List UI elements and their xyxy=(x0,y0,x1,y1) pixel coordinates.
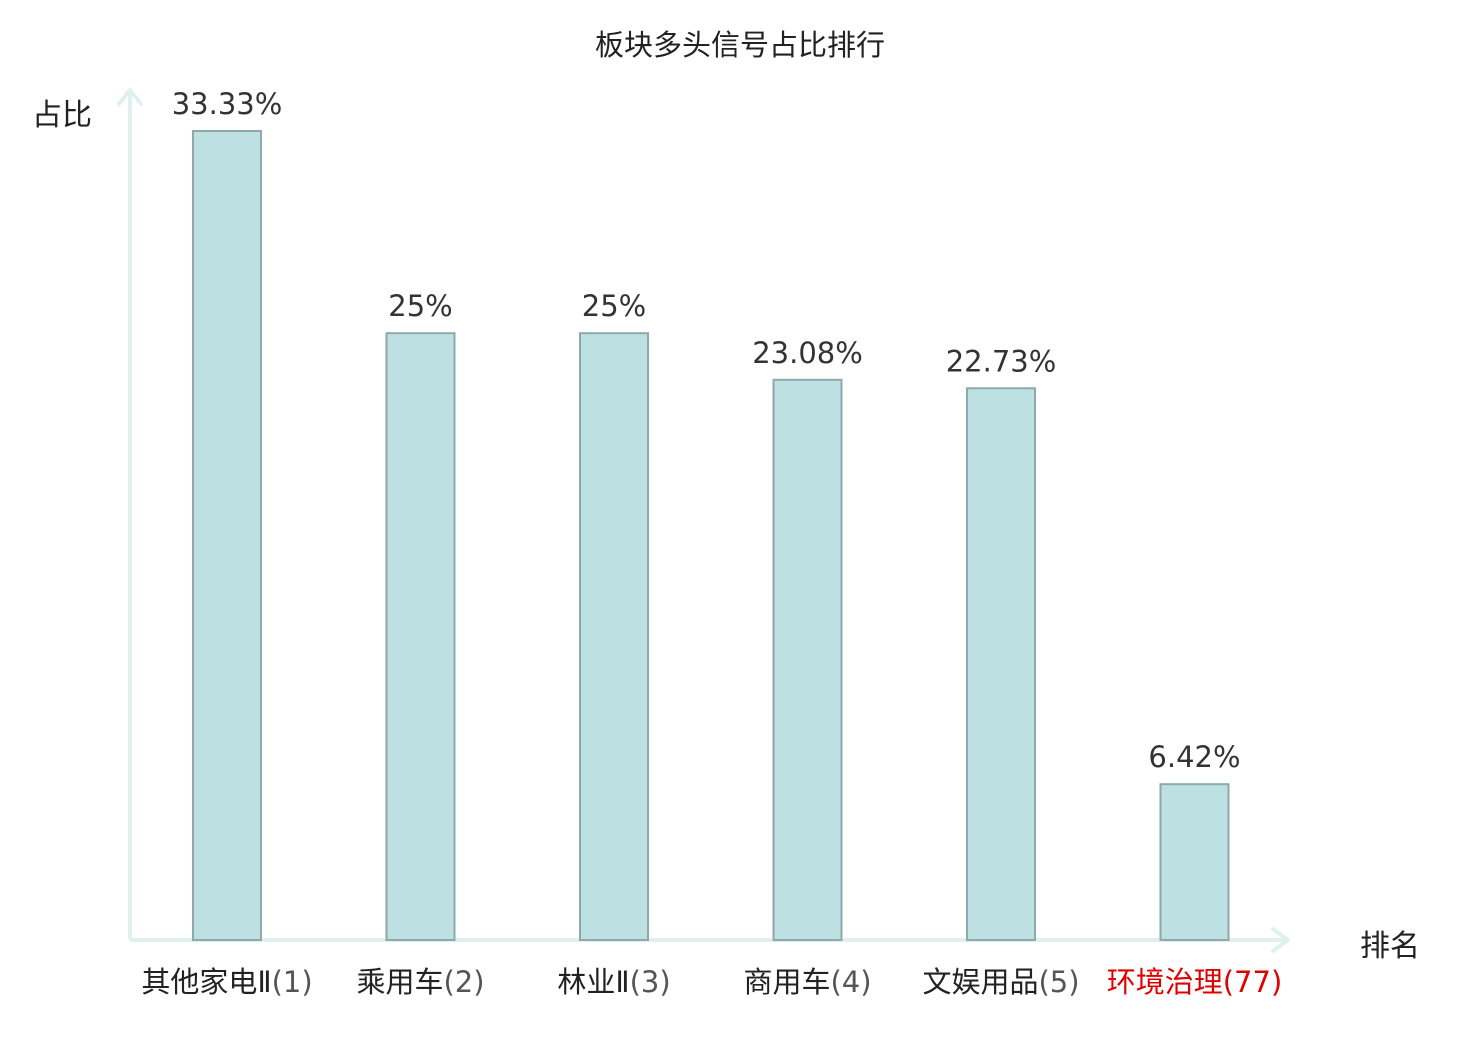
category-name: 林业Ⅱ xyxy=(557,965,630,999)
bar-value-label: 25% xyxy=(582,289,646,323)
bar xyxy=(966,387,1036,941)
bar-value-label: 33.33% xyxy=(172,87,283,121)
category-rank: (2) xyxy=(443,965,485,999)
category-rank: (5) xyxy=(1038,965,1080,999)
x-axis xyxy=(130,927,1290,953)
category-rank: (4) xyxy=(830,965,872,999)
x-tick-label: 林业Ⅱ(3) xyxy=(514,965,714,999)
bar-value-label: 23.08% xyxy=(752,336,863,370)
category-name: 乘用车 xyxy=(356,965,444,999)
chart-title: 板块多头信号占比排行 xyxy=(594,28,885,62)
bar xyxy=(579,332,649,941)
x-tick-label: 文娱用品(5) xyxy=(901,965,1101,999)
bar xyxy=(1159,783,1230,941)
bar xyxy=(385,332,456,941)
category-rank: (1) xyxy=(271,965,313,999)
x-tick-label: 环境治理(77) xyxy=(1095,965,1295,999)
category-name: 商用车 xyxy=(743,965,831,999)
x-tick-label: 商用车(4) xyxy=(708,965,908,999)
y-axis-title: 占比 xyxy=(32,98,92,133)
category-rank: (77) xyxy=(1222,965,1283,999)
bar-value-label: 22.73% xyxy=(946,344,1057,378)
x-tick-label: 其他家电Ⅱ(1) xyxy=(127,965,327,999)
category-name: 文娱用品 xyxy=(922,965,1039,999)
bar xyxy=(772,378,843,942)
category-rank: (3) xyxy=(629,965,671,999)
bar-value-label: 25% xyxy=(388,289,452,323)
category-name: 环境治理 xyxy=(1106,965,1223,999)
bar xyxy=(192,130,262,941)
x-tick-label: 乘用车(2) xyxy=(321,965,521,999)
y-axis xyxy=(117,88,143,940)
x-axis-title: 排名 xyxy=(1360,929,1420,964)
bar-value-label: 6.42% xyxy=(1148,740,1240,774)
category-name: 其他家电Ⅱ xyxy=(141,965,272,999)
